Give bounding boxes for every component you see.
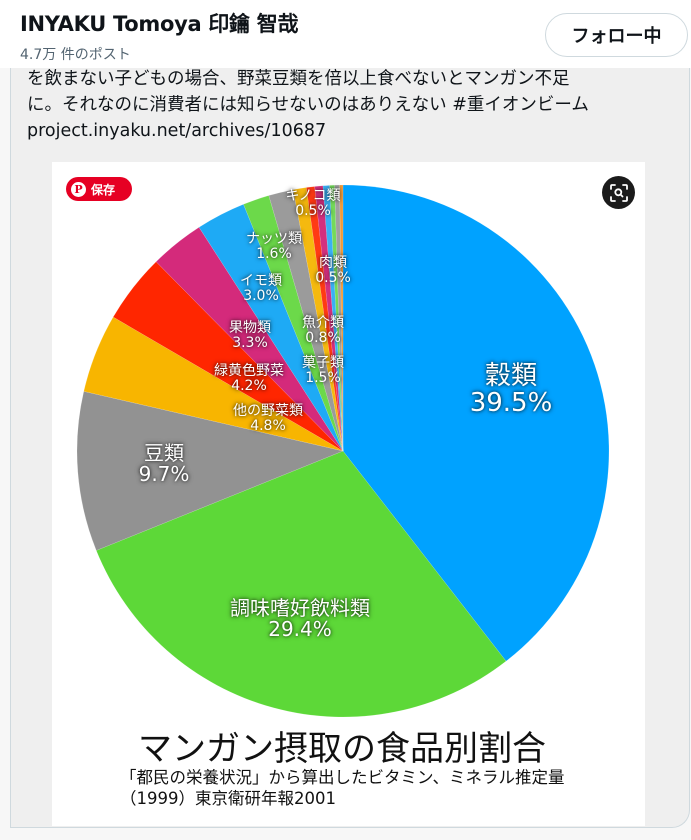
tweet-line: を飲まない子どもの場合、野菜豆類を倍以上食べないとマンガン不足 xyxy=(27,69,570,89)
pie-slice xyxy=(314,185,344,452)
slice-label-mushroom: キノコ類 0.5% xyxy=(285,188,341,219)
pie-slice xyxy=(243,195,344,452)
slice-label-beans: 豆類 9.7% xyxy=(138,441,190,486)
pie-slice xyxy=(155,226,344,452)
slice-label-sweets: 菓子類 1.5% xyxy=(302,355,344,386)
following-button[interactable]: フォロー中 xyxy=(545,13,688,57)
slice-label-meat: 肉類 0.5% xyxy=(315,255,351,286)
pie-slice xyxy=(342,184,610,662)
visual-search-button[interactable] xyxy=(602,176,635,209)
pie-slice xyxy=(198,203,344,452)
pie-slice xyxy=(334,184,344,452)
slice-label-seasoning: 調味嗜好飲料類 29.4% xyxy=(230,596,370,641)
pin-save-label: 保存 xyxy=(91,182,116,197)
chart-title: マンガン摂取の食品別割合 xyxy=(138,729,546,769)
tweet-link[interactable]: project.inyaku.net/archives/10687 xyxy=(27,121,327,141)
slice-label-other-veg: 他の野菜類 4.8% xyxy=(233,403,303,434)
tweet-text: を飲まない子どもの場合、野菜豆類を倍以上食べないとマンガン不足 に。それなのに消… xyxy=(27,66,667,144)
pie-slice xyxy=(306,186,344,452)
pie-slice xyxy=(268,189,344,452)
pie-slice xyxy=(76,391,344,551)
slice-label-nuts: ナッツ類 1.6% xyxy=(246,231,302,262)
slice-label-grain: 穀類 39.5% xyxy=(469,361,553,419)
pinterest-icon: P xyxy=(71,181,86,197)
pie-slice xyxy=(95,450,507,718)
profile-header: INYAKU Tomoya 印鑰 智哉 4.7万 件のポスト フォロー中 xyxy=(0,0,691,68)
visual-search-icon xyxy=(609,183,628,202)
pie-slice xyxy=(322,185,344,452)
slice-label-fruit: 果物類 3.3% xyxy=(229,320,271,351)
slice-label-gy-veg: 緑黄色野菜 4.2% xyxy=(214,363,284,394)
pie-slice xyxy=(339,184,344,452)
pie-slice xyxy=(112,261,344,452)
pie-slice xyxy=(292,187,344,452)
profile-name: INYAKU Tomoya 印鑰 智哉 xyxy=(20,12,299,36)
tweet-line: に。それなのに消費者には知らせないのはありえない #重イオンビーム xyxy=(27,95,589,115)
pinterest-save-button[interactable]: P 保存 xyxy=(66,177,132,201)
chart-subtitle: 「都民の栄養状況」から算出したビタミン、ミネラル推定量 （1999）東京衛研年報… xyxy=(120,768,565,808)
pie-slice xyxy=(329,184,344,452)
slice-label-potato: イモ類 3.0% xyxy=(240,273,282,304)
pie-slice xyxy=(83,316,344,452)
post-count: 4.7万 件のポスト xyxy=(20,47,131,63)
slice-label-fish: 魚介類 0.8% xyxy=(302,315,344,346)
